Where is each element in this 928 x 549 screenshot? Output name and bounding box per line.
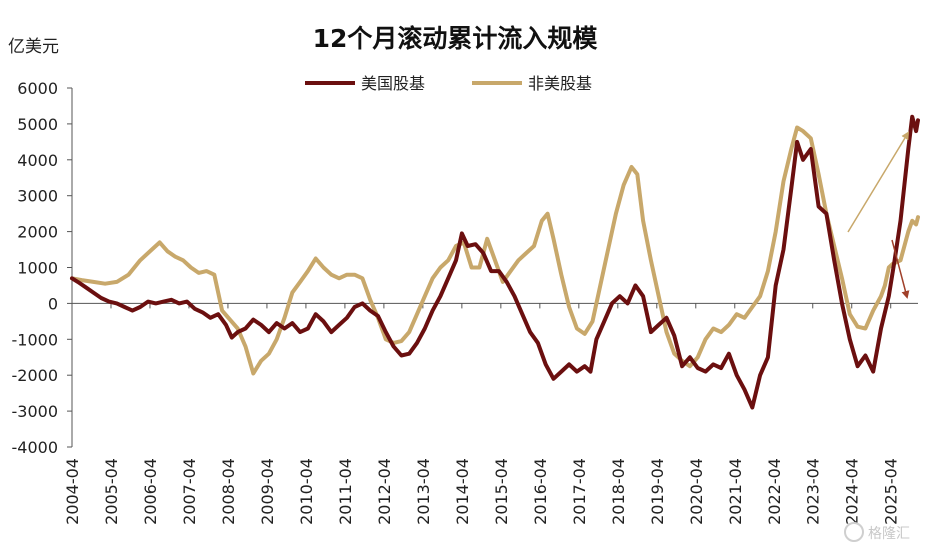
trend-arrow-up [847, 131, 910, 233]
y-tick-label: -2000 [12, 366, 59, 385]
x-tick-label: 2007-04 [180, 458, 199, 525]
legend-label: 美国股基 [361, 74, 425, 93]
x-tick-label: 2017-04 [570, 458, 589, 525]
y-tick-label: 2000 [17, 223, 58, 242]
y-tick-label: -3000 [12, 402, 59, 421]
x-tick-label: 2019-04 [648, 458, 667, 525]
legend: 美国股基 非美股基 [305, 74, 592, 93]
x-tick-label: 2022-04 [765, 458, 784, 525]
y-tick-label: 6000 [17, 79, 58, 98]
y-tick-label: 4000 [17, 151, 58, 170]
x-tick-label: 2015-04 [492, 458, 511, 525]
x-tick-label: 2012-04 [375, 458, 394, 525]
watermark-text: 格隆汇 [868, 526, 910, 542]
trend-arrow-down [891, 239, 910, 299]
y-axis: 6000 5000 4000 3000 2000 1000 0 -1000 -2000 -3000… [12, 79, 73, 457]
annotations [847, 131, 910, 299]
x-tick-label: 2016-04 [531, 458, 550, 525]
x-tick-label: 2006-04 [141, 458, 160, 525]
x-tick-label: 2020-04 [687, 458, 706, 525]
x-tick-label: 2004-04 [63, 458, 82, 525]
y-tick-label: 0 [48, 294, 58, 313]
x-tick-label: 2021-04 [726, 458, 745, 525]
series-line-non-us [70, 125, 920, 376]
watermark-logo-icon [844, 522, 864, 542]
y-tick-label: 5000 [17, 115, 58, 134]
x-tick-label: 2014-04 [453, 458, 472, 525]
y-axis-label: 亿美元 [8, 37, 59, 57]
x-axis: 2004-04 2005-04 2006-04 2007-04 2008-04 2009-… [63, 302, 918, 525]
series-group [70, 114, 920, 410]
watermark: 格隆汇 [844, 522, 910, 542]
x-tick-label: 2024-04 [843, 458, 862, 525]
x-tick-label: 2018-04 [609, 458, 628, 525]
x-tick-label: 2008-04 [219, 458, 238, 525]
x-tick-label: 2023-04 [804, 458, 823, 525]
y-tick-label: -4000 [12, 438, 59, 457]
x-tick-label: 2011-04 [336, 458, 355, 525]
x-tick-label: 2010-04 [297, 458, 316, 525]
x-tick-label: 2009-04 [258, 458, 277, 525]
x-tick-label: 2013-04 [414, 458, 433, 525]
y-tick-label: -1000 [12, 330, 59, 349]
y-tick-label: 3000 [17, 187, 58, 206]
series-line-us [70, 114, 920, 410]
x-tick-label: 2025-04 [882, 458, 901, 525]
chart-title: 12个月滚动累计流入规模 [313, 24, 599, 53]
legend-label: 非美股基 [528, 74, 592, 93]
y-tick-label: 1000 [17, 259, 58, 278]
x-tick-label: 2005-04 [102, 458, 121, 525]
